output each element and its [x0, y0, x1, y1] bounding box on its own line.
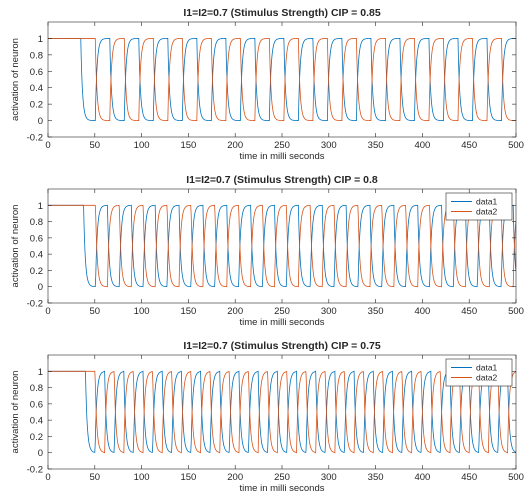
legend-label: data2	[476, 207, 498, 217]
plot-area	[48, 189, 516, 303]
x-tick-label: 0	[45, 140, 50, 151]
series-line-1	[48, 370, 516, 453]
x-axis-label: time in milli seconds	[240, 483, 325, 491]
series-line-1	[48, 38, 516, 121]
x-tick-label: 400	[414, 140, 430, 151]
y-tick-label: 0.8	[30, 217, 43, 228]
x-tick-label: 500	[508, 472, 524, 483]
x-tick-label: 100	[134, 140, 150, 151]
y-tick-label: 0.4	[30, 83, 43, 94]
x-tick-label: 0	[45, 472, 50, 483]
chart-panel-1: 0 50 100 150 200 250 300 350 400 450 500-0.200.20.…	[10, 7, 524, 162]
x-axis-label: time in milli seconds	[240, 317, 325, 328]
legend-label: data1	[476, 197, 498, 207]
x-tick-label: 450	[461, 306, 477, 317]
x-tick-label: 400	[414, 472, 430, 483]
chart-title: I1=I2=0.7 (Stimulus Strength) CIP = 0.75	[183, 340, 380, 352]
y-tick-label: 0	[38, 282, 43, 293]
x-tick-label: 400	[414, 306, 430, 317]
chart-panel-2: 0 50 100 150 200 250 300 350 400 450 500-0.200.20.…	[10, 174, 524, 328]
y-tick-label: 0	[38, 448, 43, 459]
series-line-1	[48, 204, 516, 288]
legend-label: data2	[476, 373, 498, 383]
x-tick-label: 50	[90, 306, 101, 317]
chart-panel-3: 0 50 100 150 200 250 300 350 400 450 500-0.200.20.…	[10, 340, 524, 491]
legend-box	[445, 192, 513, 221]
y-tick-label: -0.2	[27, 299, 43, 310]
x-tick-label: 350	[368, 140, 384, 151]
y-tick-label: 0.6	[30, 67, 43, 78]
y-tick-label: 0	[38, 116, 43, 127]
y-tick-label: 0.4	[30, 416, 43, 427]
x-tick-label: 100	[134, 306, 150, 317]
x-tick-label: 150	[180, 472, 196, 483]
x-axis-label: time in milli seconds	[240, 151, 325, 162]
y-tick-label: 0.8	[30, 50, 43, 61]
x-tick-label: 50	[90, 140, 101, 151]
x-tick-label: 350	[368, 472, 384, 483]
y-tick-label: 1	[38, 34, 43, 45]
x-tick-label: 200	[227, 306, 243, 317]
legend-box	[445, 358, 513, 387]
y-axis-label: activation of neuron	[10, 38, 21, 121]
y-tick-label: -0.2	[27, 465, 43, 476]
x-tick-label: 300	[321, 306, 337, 317]
x-tick-label: 250	[274, 472, 290, 483]
x-tick-label: 450	[461, 140, 477, 151]
x-tick-label: 250	[274, 140, 290, 151]
x-tick-label: 200	[227, 140, 243, 151]
x-tick-label: 150	[180, 306, 196, 317]
y-tick-label: 1	[38, 367, 43, 378]
x-tick-label: 300	[321, 140, 337, 151]
y-tick-label: 0.6	[30, 233, 43, 244]
x-tick-label: 500	[508, 140, 524, 151]
y-tick-label: 0.4	[30, 250, 43, 261]
x-tick-label: 250	[274, 306, 290, 317]
x-tick-label: 0	[45, 306, 50, 317]
x-tick-label: 450	[461, 472, 477, 483]
x-tick-label: 300	[321, 472, 337, 483]
x-tick-label: 500	[508, 306, 524, 317]
plot-area	[48, 22, 516, 137]
legend-label: data1	[476, 363, 498, 373]
y-tick-label: 0.2	[30, 266, 43, 277]
chart-title: I1=I2=0.7 (Stimulus Strength) CIP = 0.85	[183, 7, 380, 19]
x-tick-label: 200	[227, 472, 243, 483]
x-tick-label: 150	[180, 140, 196, 151]
plot-area	[48, 355, 516, 469]
y-axis-label: activation of neuron	[10, 371, 21, 454]
series-line-2	[48, 370, 516, 454]
y-tick-label: 0.2	[30, 100, 43, 111]
y-tick-label: 0.2	[30, 432, 43, 443]
y-tick-label: -0.2	[27, 133, 43, 144]
y-tick-label: 0.6	[30, 399, 43, 410]
chart-title: I1=I2=0.7 (Stimulus Strength) CIP = 0.8	[186, 174, 378, 186]
y-axis-label: activation of neuron	[10, 205, 21, 288]
x-tick-label: 50	[90, 472, 101, 483]
series-line-2	[48, 204, 516, 288]
y-tick-label: 0.8	[30, 383, 43, 394]
x-tick-label: 350	[368, 306, 384, 317]
y-tick-label: 1	[38, 201, 43, 212]
series-line-2	[48, 38, 516, 121]
x-tick-label: 100	[134, 472, 150, 483]
